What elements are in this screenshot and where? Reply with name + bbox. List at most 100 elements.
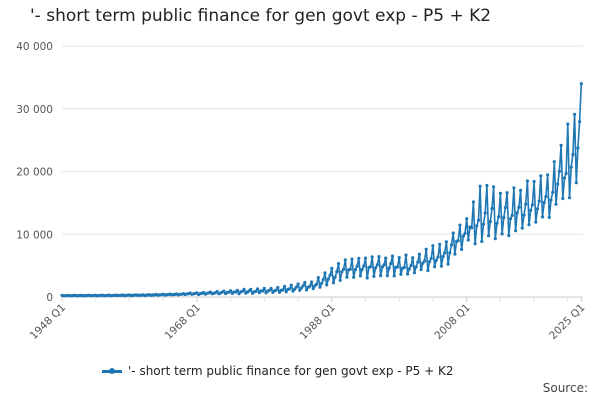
data-point[interactable] <box>328 273 332 277</box>
data-point[interactable] <box>567 196 572 200</box>
data-point[interactable] <box>481 222 486 226</box>
data-point[interactable] <box>475 224 479 228</box>
data-point[interactable] <box>304 288 309 292</box>
data-point[interactable] <box>551 190 555 194</box>
data-point[interactable] <box>385 274 389 278</box>
data-point[interactable] <box>433 265 437 269</box>
data-point[interactable] <box>411 256 415 260</box>
data-point[interactable] <box>571 152 575 157</box>
data-point[interactable] <box>395 265 400 269</box>
data-point[interactable] <box>422 259 427 263</box>
data-point[interactable] <box>460 247 464 251</box>
data-point[interactable] <box>284 290 288 294</box>
data-point[interactable] <box>372 274 376 278</box>
data-point[interactable] <box>487 234 491 238</box>
data-point[interactable] <box>473 242 477 246</box>
data-point[interactable] <box>417 252 421 256</box>
data-point[interactable] <box>495 221 499 225</box>
data-point[interactable] <box>335 270 339 274</box>
data-point[interactable] <box>579 82 583 86</box>
data-point[interactable] <box>446 262 450 266</box>
data-point[interactable] <box>535 207 540 211</box>
data-point[interactable] <box>384 256 388 260</box>
data-point[interactable] <box>444 240 448 244</box>
data-point[interactable] <box>431 244 435 248</box>
data-point[interactable] <box>470 226 474 230</box>
data-point[interactable] <box>478 184 482 188</box>
data-point[interactable] <box>256 287 260 291</box>
data-point[interactable] <box>262 286 266 290</box>
data-point[interactable] <box>443 251 447 255</box>
data-point[interactable] <box>465 217 469 221</box>
data-point[interactable] <box>229 289 233 293</box>
data-point[interactable] <box>358 274 362 278</box>
data-point[interactable] <box>517 205 521 209</box>
data-point[interactable] <box>402 265 406 269</box>
data-point[interactable] <box>448 251 452 255</box>
data-point[interactable] <box>573 112 577 116</box>
data-point[interactable] <box>534 220 538 224</box>
data-point[interactable] <box>315 282 319 286</box>
data-point[interactable] <box>498 191 502 195</box>
data-point[interactable] <box>542 200 546 205</box>
data-point[interactable] <box>502 216 506 220</box>
data-point[interactable] <box>321 278 325 282</box>
data-point[interactable] <box>242 287 246 291</box>
data-point[interactable] <box>294 285 298 289</box>
data-point[interactable] <box>340 270 344 274</box>
data-point[interactable] <box>561 196 565 201</box>
data-point[interactable] <box>520 226 524 230</box>
data-point[interactable] <box>363 256 368 260</box>
data-point[interactable] <box>353 268 357 272</box>
data-point[interactable] <box>338 278 342 282</box>
data-point[interactable] <box>269 286 273 290</box>
data-point[interactable] <box>476 218 481 222</box>
data-point[interactable] <box>416 260 420 264</box>
data-point[interactable] <box>507 234 511 238</box>
data-point[interactable] <box>311 287 315 291</box>
data-point[interactable] <box>301 284 305 288</box>
data-point[interactable] <box>562 176 567 180</box>
data-point[interactable] <box>407 267 411 271</box>
data-point[interactable] <box>374 266 378 270</box>
data-point[interactable] <box>274 288 278 292</box>
data-point[interactable] <box>451 231 455 235</box>
data-point[interactable] <box>525 179 530 183</box>
data-point[interactable] <box>399 272 403 276</box>
data-point[interactable] <box>540 215 545 219</box>
data-point[interactable] <box>527 223 531 227</box>
data-point[interactable] <box>350 257 354 261</box>
data-point[interactable] <box>309 280 314 284</box>
data-point[interactable] <box>466 238 470 242</box>
data-point[interactable] <box>519 188 523 192</box>
data-point[interactable] <box>326 277 330 281</box>
data-point[interactable] <box>438 242 442 246</box>
data-point[interactable] <box>426 268 430 273</box>
data-point[interactable] <box>490 206 494 211</box>
data-point[interactable] <box>549 198 553 202</box>
data-point[interactable] <box>564 171 568 175</box>
data-point[interactable] <box>515 211 519 215</box>
data-point[interactable] <box>342 267 346 271</box>
data-point[interactable] <box>544 195 548 199</box>
data-point[interactable] <box>375 263 379 267</box>
data-point[interactable] <box>235 288 239 292</box>
data-point[interactable] <box>532 179 536 184</box>
data-point[interactable] <box>288 287 292 291</box>
data-point[interactable] <box>365 276 369 280</box>
data-point[interactable] <box>578 120 582 124</box>
data-point[interactable] <box>508 217 513 221</box>
data-point[interactable] <box>503 205 507 210</box>
data-point[interactable] <box>414 265 418 269</box>
data-point[interactable] <box>318 285 322 289</box>
data-point[interactable] <box>387 266 391 270</box>
data-point[interactable] <box>215 289 219 294</box>
data-point[interactable] <box>559 143 563 147</box>
data-point[interactable] <box>456 239 460 243</box>
data-point[interactable] <box>308 284 312 288</box>
data-point[interactable] <box>510 213 514 217</box>
data-point[interactable] <box>539 174 543 178</box>
data-point[interactable] <box>493 237 497 241</box>
data-point[interactable] <box>333 275 337 279</box>
data-point[interactable] <box>296 282 300 286</box>
